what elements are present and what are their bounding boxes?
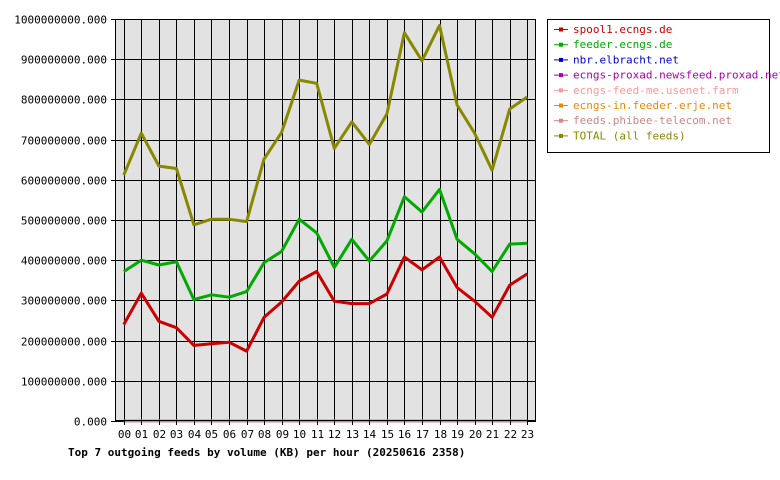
series-line-0 [122,255,529,353]
x-tick-label: 03 [170,428,183,441]
legend-marker [559,118,563,123]
series-line-1 [122,187,528,302]
legend-marker [559,73,563,78]
x-tick-label: 11 [311,428,324,441]
x-tick-label: 01 [135,428,148,441]
legend-marker [559,42,563,47]
legend-label: ecngs-in.feeder.erje.net [573,99,732,112]
legend-marker [559,133,563,138]
y-tick-label: 900000000.000 [21,54,107,67]
y-tick-label: 600000000.000 [21,175,107,188]
legend-label: ecngs-proxad.newsfeed.proxad.net [573,69,780,82]
legend-label: feeder.ecngs.de [573,38,672,51]
x-tick-label: 23 [521,428,534,441]
y-tick-label: 200000000.000 [21,336,107,349]
legend-marker [559,57,563,62]
x-tick-label: 15 [381,428,394,441]
legend-label: ecngs-feed-me.usenet.farm [573,84,739,97]
y-tick-label: 300000000.000 [21,295,107,308]
legend-label: TOTAL (all feeds) [573,129,686,142]
legend-box [547,19,770,153]
x-tick-label: 05 [205,428,218,441]
y-tick-label: 100000000.000 [21,376,107,389]
x-tick-label: 09 [276,428,289,441]
x-tick-label: 14 [363,428,377,441]
x-tick-label: 18 [434,428,447,441]
legend: spool1.ecngs.de feeder.ecngs.de nbr.elbrac… [547,19,780,153]
y-tick-label: 500000000.000 [21,215,107,228]
y-tick-label: 1000000000.000 [14,14,107,27]
plot-frame [115,19,536,421]
x-tick-label: 22 [504,428,517,441]
legend-marker [559,103,563,108]
x-tick-label: 08 [258,428,271,441]
x-tick-label: 19 [451,428,464,441]
x-tick-label: 04 [188,428,202,441]
legend-label: feeds.phibee-telecom.net [573,114,732,127]
y-tick-label: 0.000 [74,416,107,429]
x-tick-label: 00 [118,428,131,441]
x-tick-label: 13 [346,428,359,441]
x-tick-label: 12 [328,428,341,441]
x-tick-label: 02 [153,428,166,441]
y-tick-label: 700000000.000 [21,135,107,148]
y-tick-label: 400000000.000 [21,255,107,268]
x-tick-label: 16 [398,428,411,441]
x-tick-label: 07 [241,428,254,441]
chart-title: Top 7 outgoing feeds by volume (KB) per … [68,446,465,459]
x-tick-label: 10 [293,428,306,441]
x-tick-label: 17 [416,428,429,441]
x-axis-ticks: 00 01 02 03 04 05 06 07 08 09 10 11 12 13 14 15 16 17 18 19… [118,421,534,441]
x-tick-label: 21 [486,428,499,441]
legend-marker [559,88,563,93]
legend-label: spool1.ecngs.de [573,23,672,36]
x-tick-label: 20 [469,428,482,441]
y-axis-ticks: 0.000 100000000.000 200000000.000 300000000… [14,14,115,429]
legend-label: nbr.elbracht.net [573,53,679,66]
x-tick-label: 06 [223,428,236,441]
legend-marker [559,27,563,32]
series-line-7 [122,23,529,227]
y-tick-label: 800000000.000 [21,94,107,107]
